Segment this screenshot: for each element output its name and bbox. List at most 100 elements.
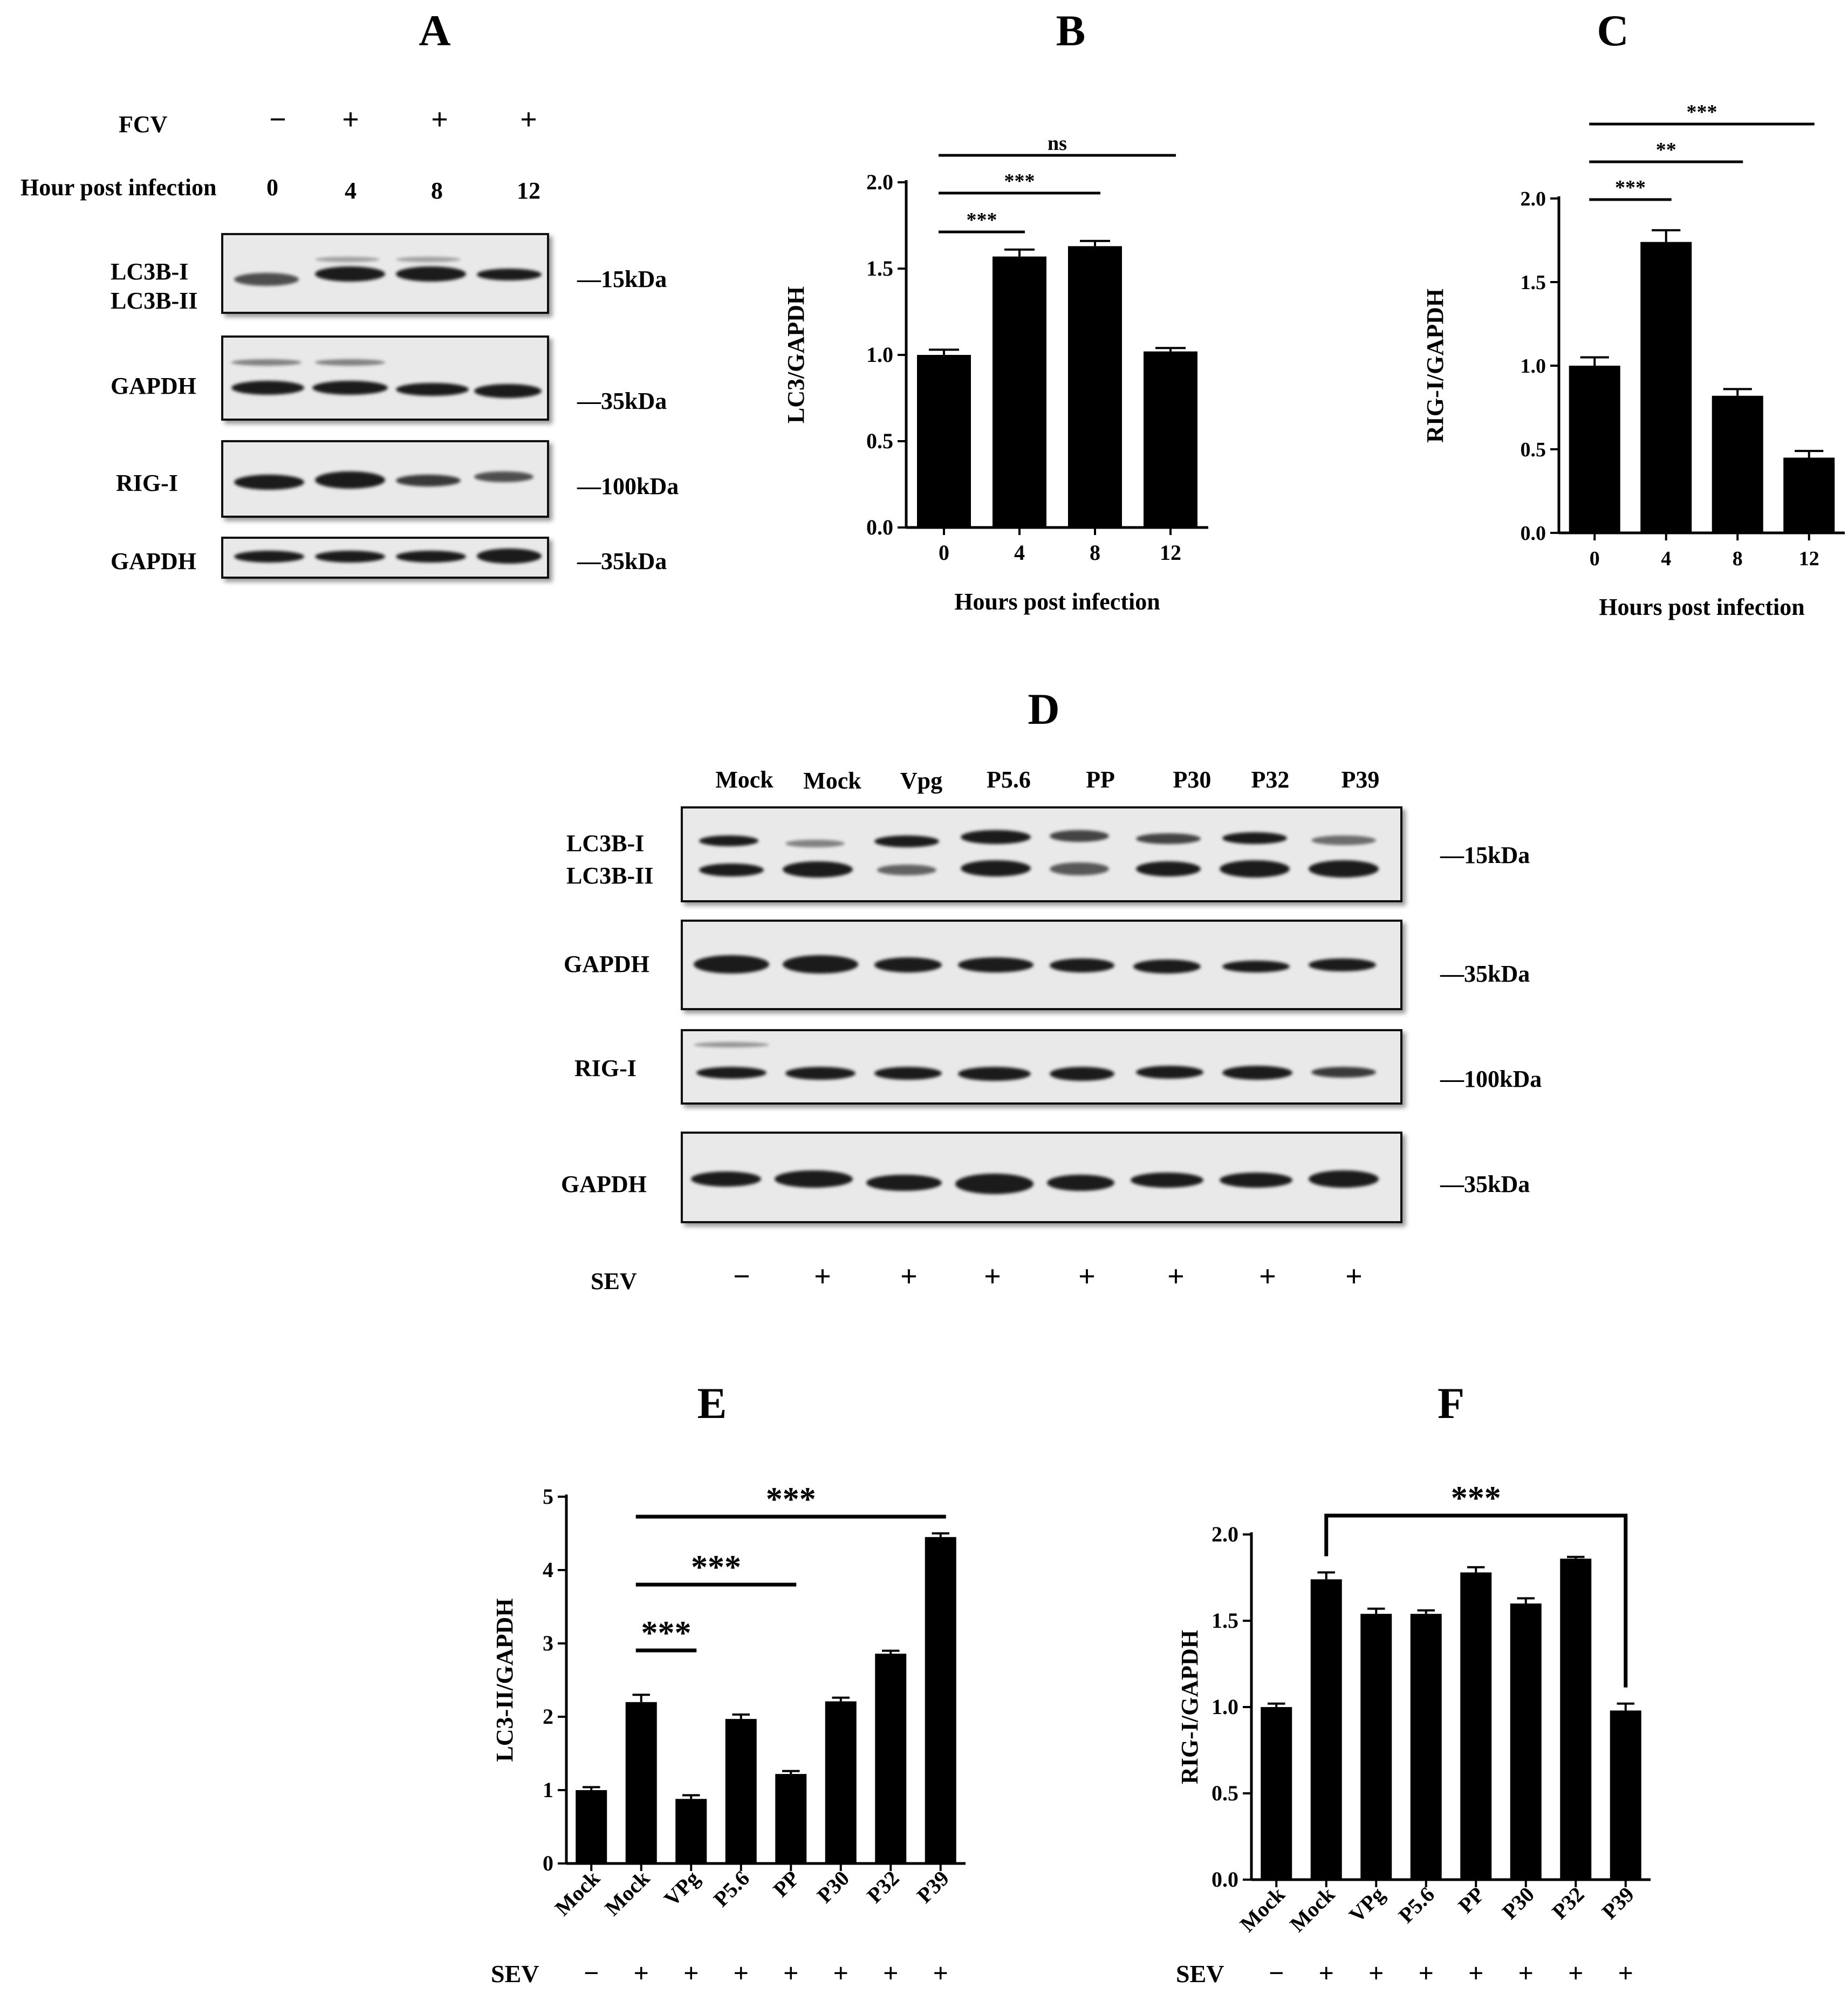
y-tick-label: 4 — [543, 1558, 553, 1582]
significance-label: *** — [641, 1615, 692, 1651]
bar — [725, 1719, 757, 1863]
y-tick-label: 3 — [543, 1631, 553, 1655]
x-axis-label: Hours post infection — [954, 588, 1160, 615]
significance-label: *** — [1004, 170, 1035, 193]
hpi-value: 12 — [517, 177, 540, 204]
y-tick-label: 2 — [543, 1704, 553, 1729]
fcv-sign: + — [520, 103, 537, 136]
x-tick-label: Mock — [1285, 1882, 1339, 1936]
x-tick-label: 12 — [1799, 547, 1819, 570]
x-tick-label: VPg — [659, 1866, 704, 1911]
bar — [1261, 1707, 1292, 1880]
x-tick-label: P32 — [1547, 1882, 1589, 1924]
blot-d-rig-i-label: RIG-I — [574, 1055, 636, 1081]
y-tick-label: 2.0 — [1212, 1522, 1238, 1546]
lane-label: P30 — [1173, 766, 1212, 793]
y-tick-label: 1.5 — [1212, 1608, 1238, 1633]
x-axis-label: Hours post infection — [1599, 594, 1804, 620]
x-tick-label: P5.6 — [1394, 1882, 1439, 1928]
fcv-sign: + — [431, 103, 448, 136]
lane-label: PP — [1086, 766, 1115, 793]
sev-label: SEV — [591, 1268, 637, 1294]
sev-sign: − — [584, 1958, 599, 1988]
significance-label: *** — [967, 209, 997, 231]
lane-label: Mock — [803, 767, 861, 794]
y-tick-label: 1.0 — [866, 342, 893, 367]
blot-a-rig-i — [221, 440, 549, 518]
y-tick-label: 1.0 — [1521, 355, 1546, 378]
y-tick-label: 0.5 — [1521, 438, 1546, 461]
blot-d-gapdh-label: GAPDH — [564, 951, 649, 977]
sev-sign: + — [1419, 1958, 1434, 1988]
sev-sign: + — [1618, 1958, 1634, 1988]
y-axis-label: RIG-I/GAPDH — [1422, 289, 1448, 443]
lane-label: Mock — [715, 766, 774, 793]
hpi-value: 4 — [345, 177, 357, 204]
blot-d-gapdh-2 — [681, 1132, 1402, 1223]
significance-label: *** — [1687, 101, 1717, 124]
sev-sign: + — [814, 1260, 831, 1293]
blot-a-marker: —35kDa — [577, 388, 667, 414]
blot-a-gapdh-2 — [221, 537, 549, 579]
y-tick-label: 0.0 — [1212, 1867, 1238, 1892]
sev-sign: + — [1078, 1260, 1096, 1293]
x-tick-label: Mock — [600, 1866, 654, 1920]
y-tick-label: 1.0 — [1212, 1695, 1238, 1719]
bar — [1460, 1572, 1492, 1880]
panel-letter-d: D — [1028, 684, 1060, 734]
y-tick-label: 2.0 — [1521, 188, 1546, 210]
sev-sign: + — [1319, 1958, 1334, 1988]
bar — [1560, 1558, 1592, 1880]
x-tick-label: 4 — [1661, 547, 1671, 570]
blot-d-marker: —100kDa — [1440, 1066, 1542, 1092]
bar — [1712, 395, 1763, 533]
bar — [1144, 351, 1197, 527]
y-tick-label: 0 — [543, 1851, 553, 1875]
sev-sign: + — [1259, 1260, 1276, 1293]
y-tick-label: 1.5 — [1521, 271, 1546, 294]
bar — [1510, 1603, 1542, 1880]
sev-sign: + — [734, 1958, 749, 1988]
y-tick-label: 0.0 — [866, 515, 893, 539]
sev-label: SEV — [491, 1960, 539, 1988]
bar — [917, 355, 971, 527]
sev-sign: + — [1518, 1958, 1534, 1988]
sev-sign: + — [883, 1958, 899, 1988]
blot-d-marker: —35kDa — [1440, 1171, 1530, 1197]
x-tick-label: 12 — [1160, 540, 1181, 565]
significance-label: ns — [1048, 132, 1067, 155]
bar — [1640, 242, 1692, 533]
sev-sign: + — [1345, 1260, 1363, 1293]
lane-label: P32 — [1251, 766, 1290, 793]
x-tick-label: P32 — [862, 1866, 904, 1908]
blot-a-marker: —35kDa — [577, 548, 667, 574]
panel-letter-b: B — [1056, 6, 1086, 55]
blot-d-lc3b-ii-label: LC3B-II — [566, 862, 654, 889]
bar — [825, 1701, 857, 1863]
sev-sign: + — [1167, 1260, 1185, 1293]
bar — [625, 1702, 657, 1863]
y-tick-label: 0.0 — [1521, 522, 1546, 545]
blot-a-marker: —100kDa — [577, 473, 679, 499]
bar — [993, 256, 1046, 527]
x-tick-label: PP — [768, 1866, 804, 1902]
x-tick-label: P5.6 — [709, 1866, 754, 1911]
sev-sign: + — [933, 1958, 949, 1988]
x-tick-label: 8 — [1733, 547, 1743, 570]
sev-sign: + — [783, 1958, 799, 1988]
blot-a-gapdh-label: GAPDH — [111, 548, 196, 574]
sev-sign: + — [683, 1958, 699, 1988]
significance-label: *** — [766, 1481, 816, 1518]
blot-d-gapdh-1 — [681, 920, 1402, 1010]
significance-label: *** — [1451, 1480, 1501, 1517]
blot-d-lc3b — [681, 806, 1402, 902]
sev-sign: + — [1368, 1958, 1384, 1988]
sev-sign: + — [900, 1260, 918, 1293]
bar — [1410, 1614, 1442, 1880]
blot-a-lc3b-i-label: LC3B-I — [111, 258, 189, 285]
bar — [775, 1774, 807, 1863]
x-tick-label: P39 — [912, 1866, 954, 1908]
x-tick-label: VPg — [1344, 1882, 1390, 1928]
